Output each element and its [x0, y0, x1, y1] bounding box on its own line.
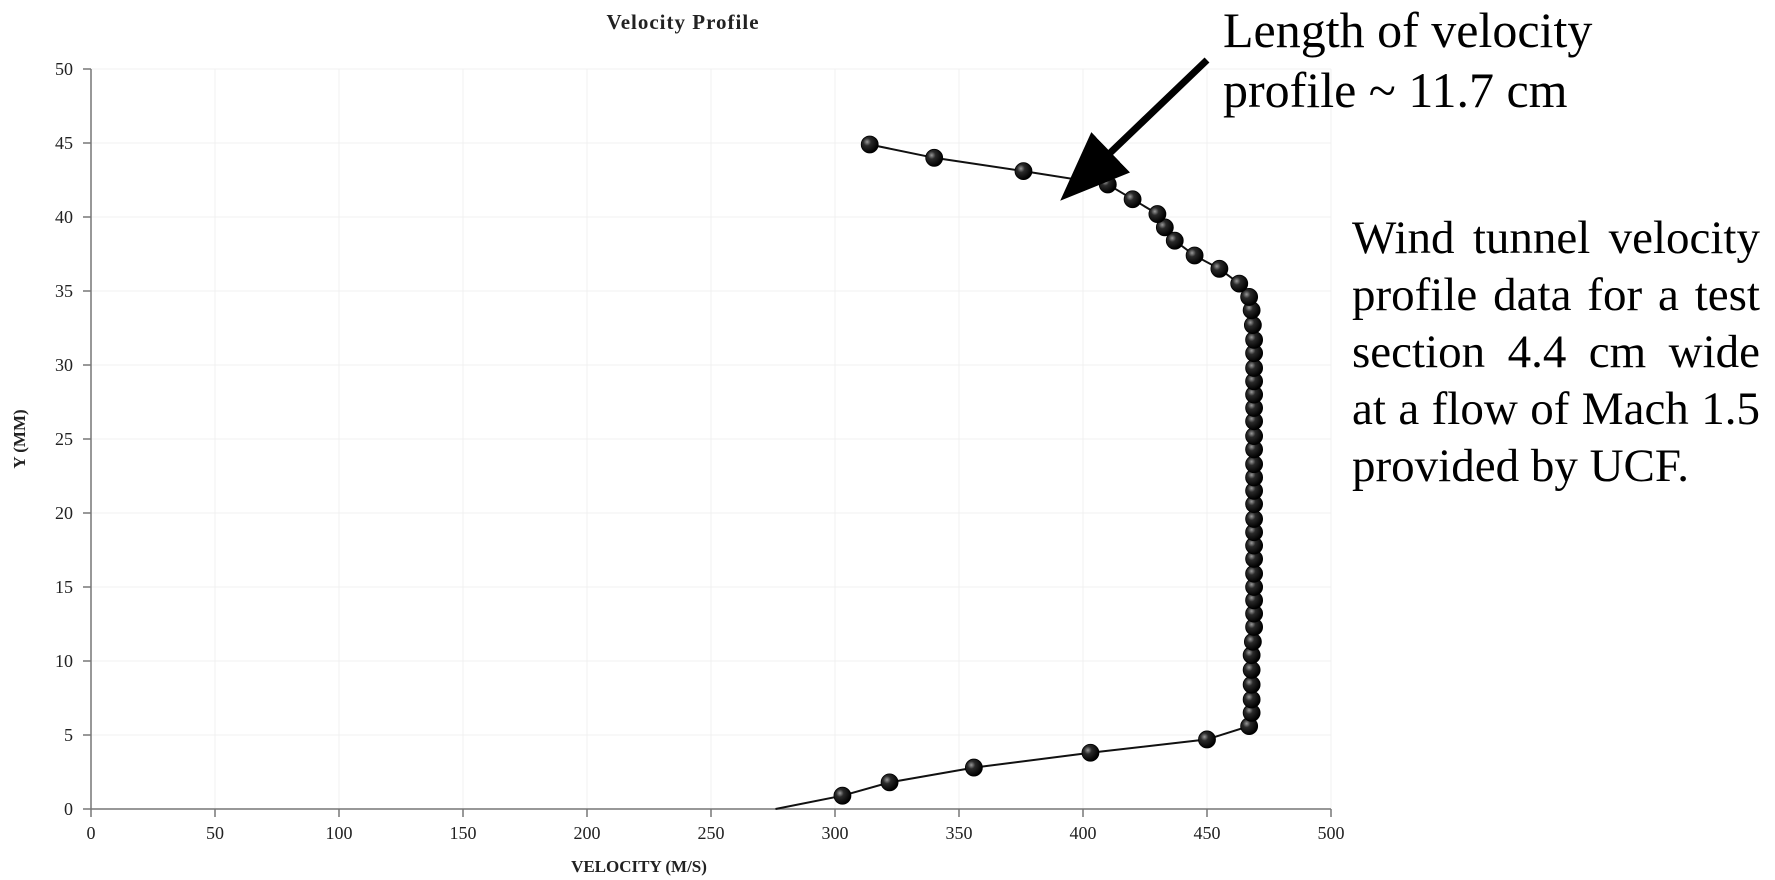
x-tick-label: 0 — [87, 823, 96, 843]
y-tick-label: 0 — [64, 799, 73, 819]
annotation-arrow — [1060, 57, 1210, 201]
side-note: Wind tunnel velocity profile data for a … — [1352, 212, 1760, 492]
data-point — [1245, 330, 1264, 349]
y-axis-title: Y (MM) — [10, 409, 29, 468]
y-tick-label: 30 — [55, 355, 73, 375]
x-tick-label: 500 — [1318, 823, 1345, 843]
y-tick-label: 25 — [55, 429, 73, 449]
y-tick-label: 45 — [55, 133, 73, 153]
data-point — [860, 135, 879, 154]
x-axis-title: VELOCITY (M/S) — [571, 857, 707, 876]
data-point — [964, 758, 983, 777]
data-point — [1243, 632, 1262, 651]
grid — [90, 68, 1332, 810]
data-point — [1098, 175, 1117, 194]
tick-labels: 0 50 100 150 200 250 300 350 400 450 500 0 5 10 15 20 25… — [55, 59, 1345, 843]
data-point — [1014, 162, 1033, 181]
annotation-line-2: profile ~ 11.7 cm — [1223, 62, 1568, 118]
data-point — [833, 786, 852, 805]
y-tick-label: 15 — [55, 577, 73, 597]
y-tick-label: 40 — [55, 207, 73, 227]
data-point — [1230, 274, 1249, 293]
data-series — [775, 135, 1264, 810]
y-tick-label: 5 — [64, 725, 73, 745]
data-point — [1148, 205, 1167, 223]
y-tick-label: 35 — [55, 281, 73, 301]
y-tick-label: 50 — [55, 59, 73, 79]
x-tick-label: 250 — [698, 823, 725, 843]
data-point — [1198, 730, 1216, 749]
x-tick-label: 450 — [1194, 823, 1221, 843]
axes — [83, 68, 1332, 817]
data-point — [1240, 288, 1259, 306]
x-tick-label: 50 — [206, 823, 224, 843]
x-tick-label: 100 — [326, 823, 353, 843]
data-point — [1081, 743, 1100, 762]
length-annotation: Length of velocity profile ~ 11.7 cm — [1060, 2, 1592, 201]
data-point — [1165, 231, 1184, 250]
data-point — [1185, 246, 1204, 265]
chart-title: Velocity Profile — [606, 10, 759, 34]
data-point — [1243, 316, 1262, 334]
data-point — [925, 148, 944, 167]
x-tick-label: 300 — [822, 823, 849, 843]
data-point — [1123, 190, 1142, 209]
y-tick-label: 20 — [55, 503, 73, 523]
data-point — [1210, 259, 1229, 278]
y-tick-label: 10 — [55, 651, 73, 671]
data-point — [880, 773, 899, 792]
x-tick-label: 400 — [1070, 823, 1097, 843]
x-tick-label: 150 — [450, 823, 477, 843]
x-tick-label: 200 — [574, 823, 601, 843]
annotation-line-1: Length of velocity — [1223, 2, 1592, 58]
x-tick-label: 350 — [946, 823, 973, 843]
